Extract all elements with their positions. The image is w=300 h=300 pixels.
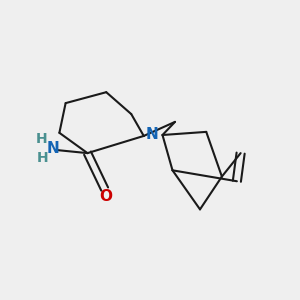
Text: H: H <box>36 151 48 165</box>
Text: O: O <box>100 189 113 204</box>
Text: N: N <box>145 127 158 142</box>
Text: H: H <box>35 132 47 146</box>
Text: N: N <box>47 141 59 156</box>
